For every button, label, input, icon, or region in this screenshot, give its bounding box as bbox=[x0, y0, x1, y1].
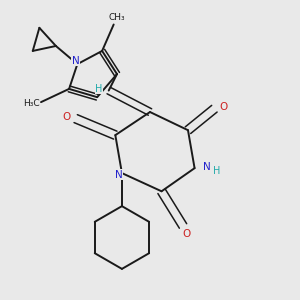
Text: H₃C: H₃C bbox=[23, 99, 39, 108]
Text: O: O bbox=[62, 112, 70, 122]
Text: H: H bbox=[213, 167, 221, 176]
Text: N: N bbox=[115, 170, 122, 180]
Text: O: O bbox=[182, 229, 190, 239]
Text: N: N bbox=[72, 56, 80, 66]
Text: N: N bbox=[203, 161, 211, 172]
Text: H: H bbox=[95, 84, 103, 94]
Text: O: O bbox=[220, 102, 228, 112]
Text: CH₃: CH₃ bbox=[109, 13, 125, 22]
